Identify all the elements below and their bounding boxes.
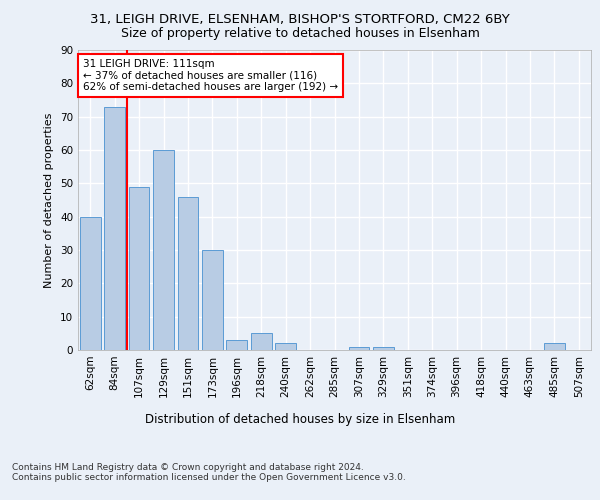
Text: Distribution of detached houses by size in Elsenham: Distribution of detached houses by size … [145, 412, 455, 426]
Text: Contains HM Land Registry data © Crown copyright and database right 2024.
Contai: Contains HM Land Registry data © Crown c… [12, 462, 406, 482]
Text: 31 LEIGH DRIVE: 111sqm
← 37% of detached houses are smaller (116)
62% of semi-de: 31 LEIGH DRIVE: 111sqm ← 37% of detached… [83, 59, 338, 92]
Y-axis label: Number of detached properties: Number of detached properties [44, 112, 55, 288]
Bar [349, 346, 370, 350]
Bar [275, 344, 296, 350]
Bar [80, 216, 101, 350]
Bar [128, 186, 149, 350]
Bar [373, 346, 394, 350]
Text: Size of property relative to detached houses in Elsenham: Size of property relative to detached ho… [121, 28, 479, 40]
Bar [226, 340, 247, 350]
Bar [178, 196, 199, 350]
Bar [202, 250, 223, 350]
Bar [544, 344, 565, 350]
Bar [251, 334, 272, 350]
Bar [104, 106, 125, 350]
Bar [153, 150, 174, 350]
Text: 31, LEIGH DRIVE, ELSENHAM, BISHOP'S STORTFORD, CM22 6BY: 31, LEIGH DRIVE, ELSENHAM, BISHOP'S STOR… [90, 12, 510, 26]
